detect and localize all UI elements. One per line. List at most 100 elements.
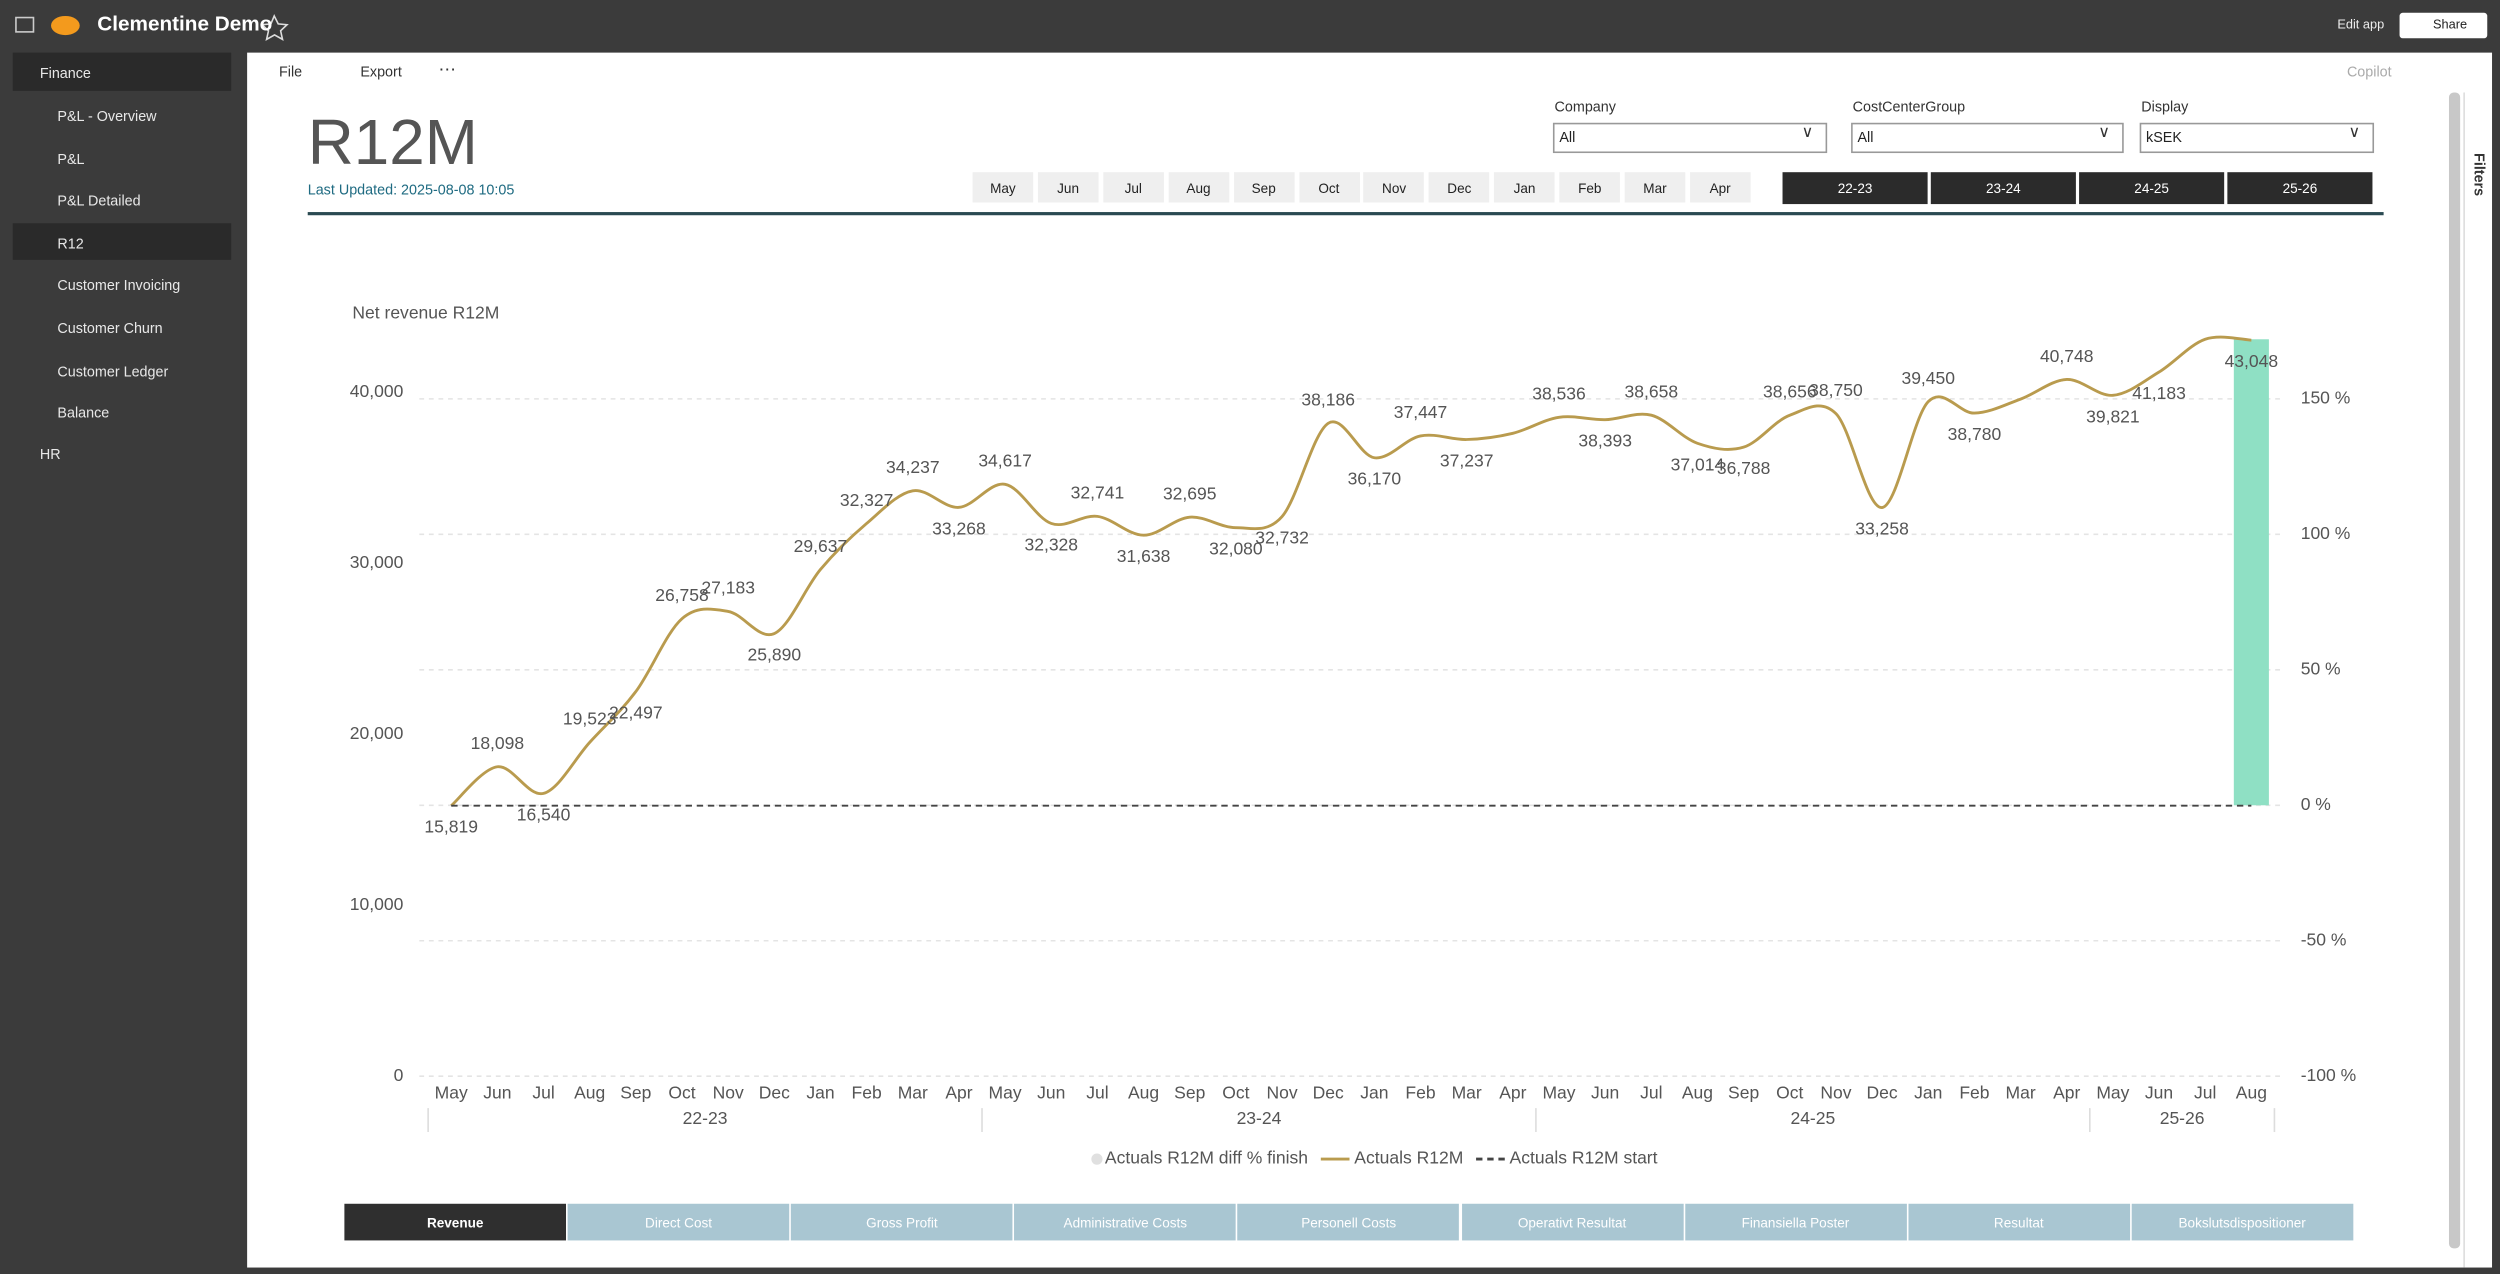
month-button[interactable]: Jan <box>1494 172 1555 203</box>
x-tick-label: Feb <box>1405 1082 1435 1102</box>
data-label: 34,237 <box>886 457 940 477</box>
section-title[interactable]: Finance <box>39 65 91 82</box>
month-button[interactable]: Jun <box>1037 172 1099 203</box>
app-title: Clementine Demo <box>97 11 273 36</box>
data-label: 32,327 <box>840 490 894 510</box>
page-tab[interactable]: Administrative Costs <box>1014 1203 1237 1241</box>
data-label: 38,750 <box>1809 380 1863 400</box>
x-tick-label: Sep <box>1728 1082 1759 1102</box>
section-header[interactable] <box>12 52 232 91</box>
sidebar-item[interactable]: P&L - Overview <box>57 108 157 125</box>
x-tick-label: Jan <box>1360 1082 1388 1102</box>
month-button[interactable]: May <box>972 172 1034 203</box>
month-button[interactable]: Apr <box>1689 172 1751 203</box>
page-tab[interactable]: Operativt Resultat <box>1461 1203 1683 1241</box>
sidebar-item[interactable]: Customer Invoicing <box>57 278 181 294</box>
file-menu[interactable]: File <box>279 63 303 80</box>
x-tick-label: Aug <box>574 1082 605 1102</box>
copilot[interactable]: Copilot <box>2346 63 2392 80</box>
page-tab[interactable]: Resultat <box>1907 1203 2130 1241</box>
filter-label: Display <box>2141 98 2189 115</box>
sidebar-item[interactable]: Customer Churn <box>57 320 163 337</box>
month-button[interactable]: Aug <box>1168 172 1229 203</box>
data-label: 36,170 <box>1348 469 1402 489</box>
nav-toggle[interactable] <box>15 16 35 33</box>
filter-value: All <box>1857 129 1874 146</box>
data-label: 38,780 <box>1948 424 2002 444</box>
y2-tick-label: -50 % <box>2301 929 2347 949</box>
filters-pane[interactable]: Filters <box>2471 153 2488 197</box>
month-button[interactable]: Nov <box>1363 172 1425 203</box>
x-tick-label: Jan <box>806 1082 834 1102</box>
month-button[interactable]: Feb <box>1559 172 1621 203</box>
share-button[interactable] <box>2399 12 2488 39</box>
page-tab[interactable]: Personell Costs <box>1237 1203 1460 1241</box>
x-tick-label: Apr <box>945 1082 972 1102</box>
legend-swatch <box>1091 1153 1103 1165</box>
export-menu[interactable]: Export <box>360 63 402 80</box>
share[interactable]: Share <box>2433 17 2468 32</box>
logo <box>51 15 80 36</box>
dropdown-caret[interactable]: ∨ <box>2348 124 2361 142</box>
x-group-label: 25-26 <box>2160 1108 2205 1128</box>
filter-dropdown[interactable] <box>2139 122 2375 154</box>
page-tab[interactable]: Finansiella Poster <box>1684 1203 1907 1241</box>
data-label: 41,183 <box>2132 383 2186 403</box>
line <box>450 335 2252 807</box>
sidebar-item[interactable]: HR <box>39 446 61 463</box>
dropdown-caret[interactable]: ∨ <box>1801 124 1814 142</box>
sidebar-item[interactable]: R12 <box>57 235 84 252</box>
x-tick-label: Jul <box>1640 1082 1662 1102</box>
x-tick-label: Dec <box>1313 1082 1344 1102</box>
data-label: 27,183 <box>701 578 755 598</box>
page-tab[interactable]: Revenue <box>344 1203 567 1241</box>
sidebar-item[interactable]: P&L <box>57 150 85 167</box>
data-label: 37,014 <box>1671 454 1725 474</box>
page-tab[interactable]: Direct Cost <box>567 1203 790 1241</box>
x-tick-label: Jul <box>532 1082 554 1102</box>
filter-dropdown[interactable] <box>1851 122 2124 154</box>
dropdown-caret[interactable]: ∨ <box>2098 124 2110 142</box>
data-label: 31,638 <box>1117 546 1171 566</box>
month-button[interactable]: Sep <box>1233 172 1294 203</box>
month-button[interactable]: Mar <box>1624 172 1686 203</box>
filter-dropdown[interactable] <box>1552 122 1828 154</box>
x-tick-label: Dec <box>1867 1082 1898 1102</box>
x-tick-label: Jun <box>2145 1082 2173 1102</box>
x-tick-label: Aug <box>2236 1082 2267 1102</box>
year-button[interactable]: 24-25 <box>2079 172 2225 205</box>
x-tick-label: Jun <box>1591 1082 1619 1102</box>
data-label: 38,658 <box>1625 382 1679 402</box>
bar <box>2233 339 2269 806</box>
x-tick-label: Dec <box>759 1082 790 1102</box>
page-tab[interactable]: Bokslutsdispositioner <box>2131 1203 2353 1241</box>
sidebar-item[interactable]: Customer Ledger <box>57 362 169 379</box>
year-button[interactable]: 25-26 <box>2227 172 2373 205</box>
x-tick-label: Apr <box>1499 1082 1526 1102</box>
x-tick-label: Jun <box>1037 1082 1065 1102</box>
month-button[interactable]: Dec <box>1429 172 1490 203</box>
year-button[interactable]: 22-23 <box>1782 172 1928 205</box>
year-button[interactable]: 23-24 <box>1930 172 2076 205</box>
data-label: 33,258 <box>1855 518 1909 538</box>
month-button[interactable]: Oct <box>1298 172 1360 203</box>
sidebar-item[interactable]: Balance <box>57 405 110 422</box>
scrollbar[interactable] <box>2448 92 2461 1249</box>
data-label: 38,536 <box>1532 384 1586 404</box>
x-group-label: 24-25 <box>1790 1108 1835 1128</box>
x-group-label: 23-24 <box>1237 1108 1282 1128</box>
sidebar-item[interactable]: P&L Detailed <box>57 193 141 210</box>
data-label: 32,732 <box>1255 527 1309 547</box>
edit-app[interactable]: Edit app <box>2337 17 2385 32</box>
divider <box>2463 92 2465 1268</box>
more-menu[interactable]: ⋯ <box>438 60 456 80</box>
data-label: 15,819 <box>424 817 478 837</box>
data-label: 25,890 <box>748 644 802 664</box>
month-button[interactable]: Jul <box>1102 172 1164 203</box>
page-tab[interactable]: Gross Profit <box>791 1203 1013 1241</box>
report-panel <box>247 52 2493 1268</box>
favorite-icon[interactable] <box>260 14 289 41</box>
x-tick-label: Oct <box>1222 1082 1249 1102</box>
